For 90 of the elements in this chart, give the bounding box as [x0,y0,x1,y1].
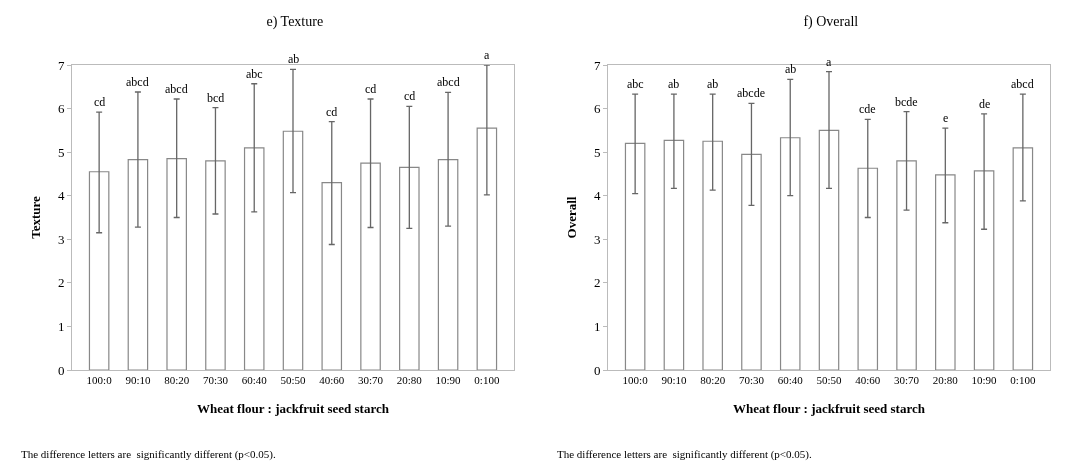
annotation: cd [404,89,416,103]
x-axis-title: Wheat flour : jackfruit seed starch [197,400,390,416]
y-tick-label: 5 [593,144,601,160]
bar [663,139,685,370]
annotation: cd [365,82,377,96]
annotation: bcde [895,95,918,109]
annotation: abcd [126,75,149,89]
x-tick-label: 50:50 [816,374,843,387]
bar [282,130,304,370]
bar [321,182,343,370]
annotation: abcd [1011,77,1034,91]
text: The difference letters are significantly different (p<0.05). [557,448,812,461]
bar [88,171,110,370]
y-tick-label: 1 [57,318,65,334]
x-tick-label: 80:20 [700,374,726,387]
annotation: abcd [165,82,188,96]
bar [896,160,917,370]
y-tick-label: 6 [593,101,601,117]
x-tick-label: 30:70 [894,374,920,387]
x-tick-label: 0:100 [1010,374,1036,387]
y-tick-label: 3 [593,231,601,247]
bar [818,129,840,370]
x-tick-label: 70:30 [738,374,765,387]
y-tick-label: 0 [57,362,65,378]
y-tick-label: 2 [57,275,65,291]
y-tick-label: 5 [57,144,65,160]
annotation: ab [707,77,719,91]
annotation: ab [288,52,300,66]
annotation: cd [94,95,106,109]
annotation: abcd [437,75,460,89]
chart-title: e) Texture [266,14,324,31]
x-tick-label: 60:40 [777,374,804,387]
annotation: e [943,111,949,125]
annotation: a [826,55,832,69]
annotation: abc [627,77,644,91]
bar [973,170,995,370]
annotation: abc [246,67,263,81]
annotation: ab [668,77,680,91]
y-tick-label: 7 [57,57,65,73]
y-tick-label: 7 [593,57,601,73]
x-tick-label: 40:60 [855,374,881,387]
bar [857,167,879,370]
x-tick-label: 20:80 [396,374,423,387]
y-tick-label: 2 [593,275,601,291]
y-tick-label: 4 [593,188,601,204]
bar [360,162,381,370]
y-tick-label: 4 [57,188,65,204]
bar [779,137,801,370]
annotation: de [979,97,991,111]
bar [437,158,459,370]
bar [205,160,226,370]
x-tick-label: 100:0 [86,374,113,387]
x-tick-label: 0:100 [474,374,500,387]
x-axis-title: Wheat flour : jackfruit seed starch [733,400,926,416]
y-axis-title: Overall [563,196,579,239]
bar [166,158,187,370]
annotation: a [484,48,490,62]
x-tick-label: 60:40 [241,374,268,387]
bar [702,140,723,370]
annotation: cd [326,105,338,119]
bar [476,127,498,370]
bar [1012,147,1034,370]
chart-title: f) Overall [803,14,859,31]
bar [741,153,762,370]
y-tick-label: 3 [57,231,65,247]
bar [127,158,149,370]
y-tick-label: 1 [593,318,601,334]
bar [243,147,265,370]
x-tick-label: 90:10 [125,374,151,387]
bar [935,174,956,370]
x-tick-label: 20:80 [932,374,959,387]
x-tick-label: 90:10 [661,374,687,387]
x-tick-label: 100:0 [622,374,649,387]
x-tick-label: 10:90 [435,374,462,387]
y-tick-label: 0 [593,362,601,378]
y-axis-title: Texture [27,195,43,239]
annotation: abcde [737,86,765,100]
annotation: bcd [207,91,225,105]
annotation: ab [785,62,797,76]
bar [624,142,646,370]
x-tick-label: 50:50 [280,374,307,387]
x-tick-label: 40:60 [319,374,345,387]
x-tick-label: 70:30 [202,374,229,387]
bar [399,166,420,370]
x-tick-label: 10:90 [971,374,998,387]
x-tick-label: 30:70 [358,374,384,387]
y-tick-label: 6 [57,101,65,117]
x-tick-label: 80:20 [164,374,190,387]
text: The difference letters are significantly different (p<0.05). [21,448,276,461]
annotation: cde [859,102,876,116]
